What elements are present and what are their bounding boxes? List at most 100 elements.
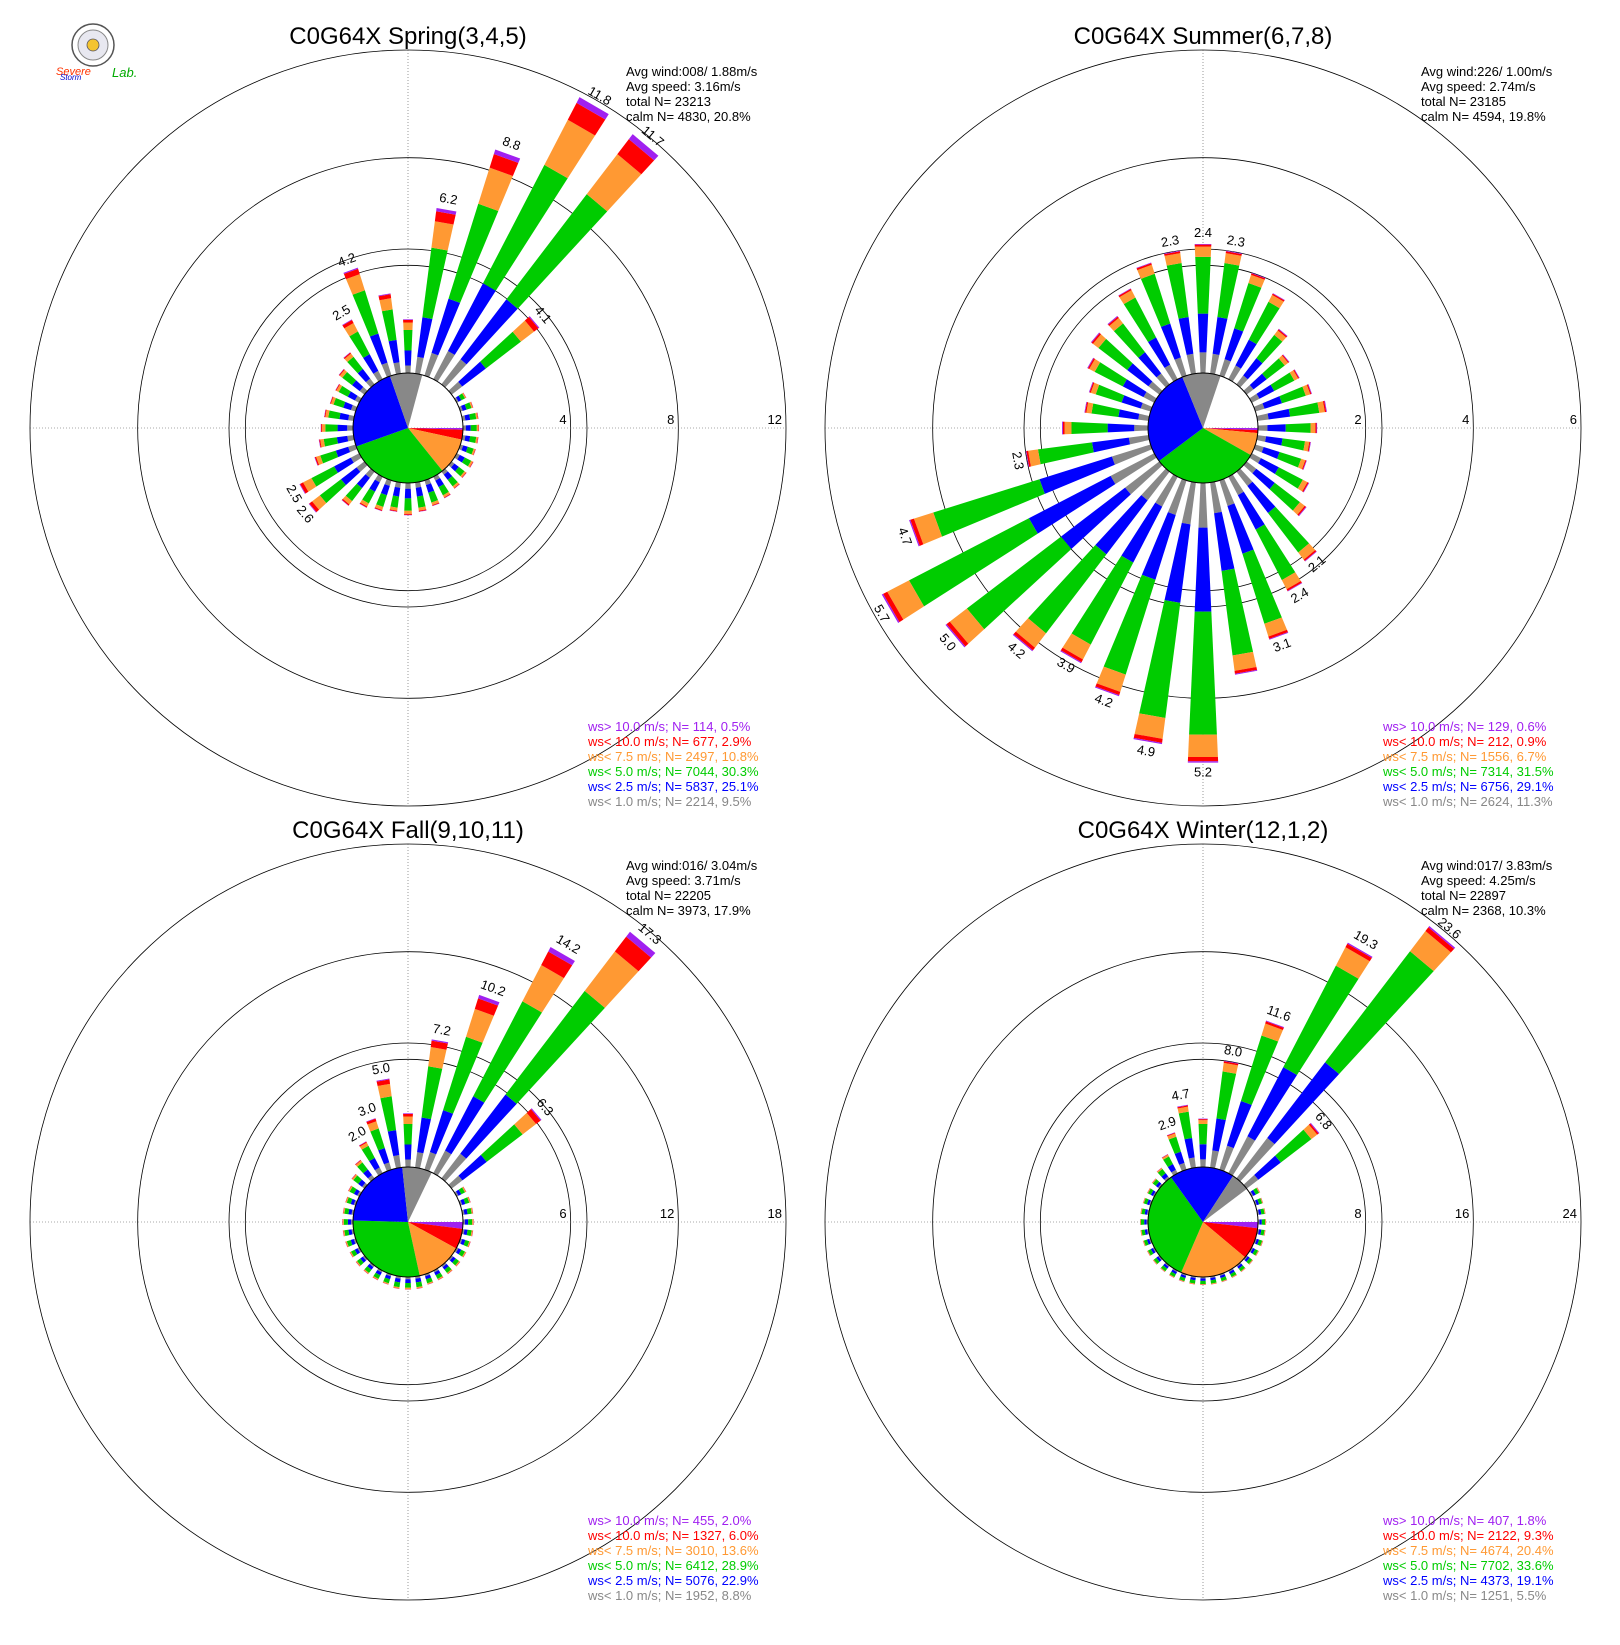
ring-label: 8: [667, 412, 674, 427]
bar-segment: [1212, 1118, 1225, 1151]
ring-label: 4: [559, 412, 566, 427]
bar-segment: [417, 317, 432, 358]
direction-bar: [459, 402, 474, 412]
direction-bar: [1210, 1276, 1217, 1285]
bar-segment: [380, 1096, 396, 1131]
bar-segment: [1200, 352, 1207, 373]
bar-segment: [405, 1160, 411, 1168]
logo-text-line2: Storm: [60, 73, 82, 82]
bar-segment: [1118, 409, 1139, 419]
speed-pie: [1148, 373, 1258, 483]
direction-bar: [1188, 483, 1218, 763]
bar-segment: [311, 466, 337, 486]
direction-bar: [1257, 1229, 1266, 1236]
bar-segment: [1257, 385, 1275, 399]
direction-bar: [405, 1277, 411, 1290]
stats-line: total N= 23185: [1421, 94, 1506, 109]
legend-entry: ws< 2.5 m/s; N= 4373, 19.1%: [1382, 1573, 1554, 1588]
bar-segment: [469, 436, 476, 443]
legend-entry: ws> 10.0 m/s; N= 114, 0.5%: [587, 719, 751, 734]
stats-line: Avg speed: 4.25m/s: [1421, 873, 1536, 888]
ring-label: 12: [660, 1206, 674, 1221]
bar-segment: [1122, 395, 1143, 408]
bar-segment: [404, 350, 411, 365]
bar-label: 2.3: [1009, 450, 1027, 470]
legend-entry: ws< 1.0 m/s; N= 1251, 5.5%: [1382, 1588, 1547, 1603]
bar-segment: [1195, 528, 1212, 612]
bar-segment: [338, 425, 348, 431]
stats-line: Avg wind:017/ 3.83m/s: [1421, 858, 1553, 873]
direction-bar: [319, 435, 355, 448]
stats-line: calm N= 3973, 17.9%: [626, 903, 751, 918]
legend-entry: ws< 1.0 m/s; N= 2624, 11.3%: [1382, 794, 1553, 809]
bar-label: 2.3: [1160, 232, 1180, 250]
bar-segment: [343, 1219, 344, 1225]
bar-segment: [403, 1114, 413, 1117]
direction-bar: [1258, 423, 1317, 433]
bar-segment: [405, 1279, 411, 1283]
bar-segment: [1188, 761, 1218, 762]
ring-label: 8: [1354, 1206, 1361, 1221]
bar-segment: [1200, 1284, 1206, 1285]
stats-line: total N= 23213: [626, 94, 711, 109]
direction-bar: [1140, 1229, 1149, 1236]
bar-segment: [337, 436, 348, 444]
bar-segment: [1200, 1159, 1206, 1167]
direction-bar: [1258, 1219, 1266, 1225]
bar-segment: [468, 1219, 472, 1225]
bar-segment: [417, 496, 426, 508]
bar-segment: [403, 320, 413, 323]
speed-pie: [1148, 1167, 1258, 1277]
stats-line: Avg wind:008/ 1.88m/s: [626, 64, 758, 79]
bar-segment: [1187, 354, 1196, 375]
bar-segment: [424, 353, 438, 377]
stats-line: calm N= 2368, 10.3%: [1421, 903, 1546, 918]
bar-segment: [1189, 612, 1217, 735]
bar-segment: [465, 435, 471, 441]
bar-segment: [415, 357, 424, 374]
direction-bar: [1200, 1277, 1206, 1285]
direction-bar: [343, 1229, 355, 1236]
bar-segment: [417, 1117, 431, 1153]
bar-segment: [1062, 422, 1063, 435]
ring-label: 24: [1563, 1206, 1577, 1221]
bar-segment: [415, 1152, 423, 1168]
direction-bar: [462, 412, 479, 420]
logo-text-line3: Lab.: [112, 65, 137, 80]
bar-segment: [341, 467, 360, 485]
bar-segment: [405, 483, 411, 489]
legend-entry: ws> 10.0 m/s; N= 455, 2.0%: [587, 1513, 752, 1528]
direction-bar: [1198, 1119, 1207, 1167]
bar-segment: [370, 1128, 384, 1150]
direction-bar: [462, 1208, 474, 1215]
bar-segment: [1138, 414, 1149, 421]
bar-label: 4.9: [1136, 742, 1156, 760]
panel-title: C0G64X Winter(12,1,2): [1078, 817, 1329, 844]
ring-label: 6: [559, 1206, 566, 1221]
bar-segment: [1195, 245, 1212, 247]
ring-label: 2: [1354, 412, 1361, 427]
bar-segment: [1214, 512, 1234, 571]
bar-label: 5.2: [1194, 764, 1212, 779]
direction-bar: [463, 1219, 474, 1225]
bar-segment: [471, 425, 477, 431]
bar-segment: [1216, 1071, 1236, 1120]
bar-segment: [1222, 569, 1253, 656]
bar-segment: [1213, 317, 1228, 355]
bar-label: 8.8: [501, 133, 523, 153]
ring-label: 16: [1455, 1206, 1469, 1221]
bar-segment: [379, 298, 392, 311]
bar-segment: [378, 1148, 389, 1164]
stats-line: calm N= 4594, 19.8%: [1421, 109, 1546, 124]
bar-segment: [1257, 435, 1266, 442]
bar-segment: [1185, 1138, 1195, 1158]
bar-segment: [1289, 402, 1320, 416]
bar-segment: [1275, 467, 1303, 488]
bar-segment: [1262, 358, 1285, 379]
legend-entry: ws< 7.5 m/s; N= 1556, 6.7%: [1382, 749, 1547, 764]
bar-segment: [320, 479, 346, 503]
bar-segment: [1198, 483, 1207, 528]
bar-segment: [382, 363, 392, 378]
direction-bar: [321, 424, 353, 432]
